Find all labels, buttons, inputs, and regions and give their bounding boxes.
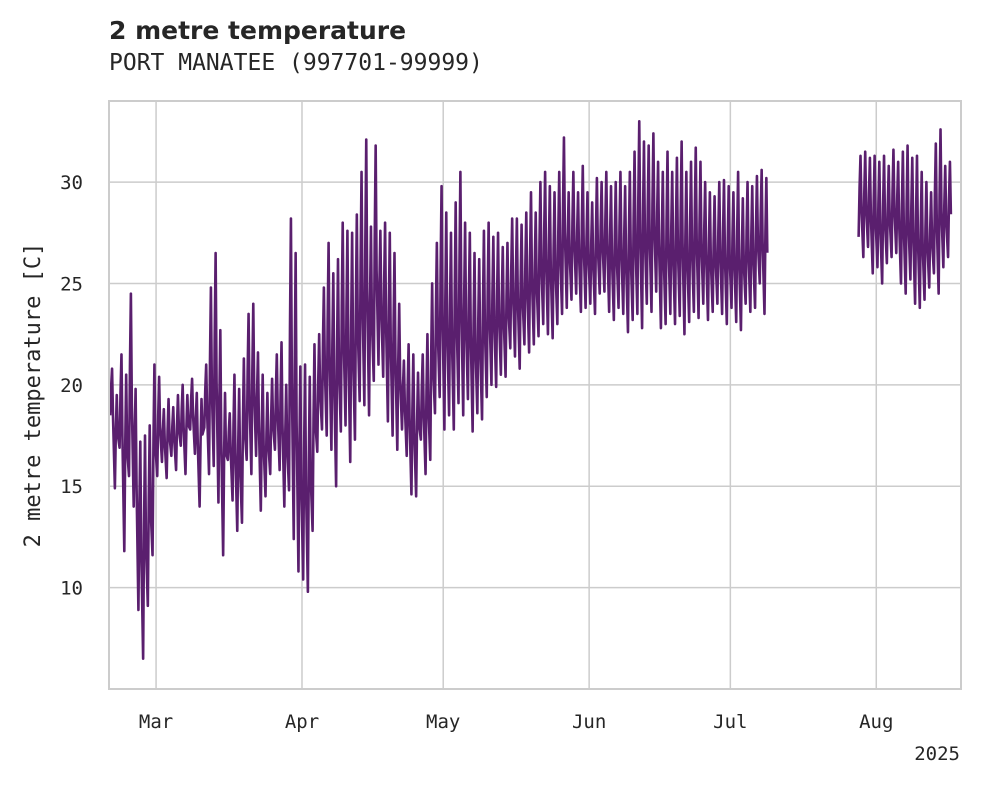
x-tick-label: Jul <box>713 711 747 733</box>
x-tick-label: Apr <box>285 711 319 733</box>
plot-frame <box>108 100 962 690</box>
gridlines <box>109 101 961 689</box>
y-tick-label: 10 <box>60 578 83 600</box>
x-tick-label: May <box>426 711 460 733</box>
chart-subtitle: PORT MANATEE (997701-99999) <box>109 50 483 76</box>
y-axis-ticks: 10 15 20 25 30 <box>60 172 83 600</box>
y-axis-label: 2 metre temperature [C] <box>21 243 46 548</box>
x-tick-label: Aug <box>859 711 893 733</box>
y-tick-label: 15 <box>60 476 83 498</box>
x-tick-label: Mar <box>139 711 173 733</box>
x-axis-ticks: Mar Apr May Jun Jul Aug <box>139 711 894 733</box>
y-tick-label: 30 <box>60 172 83 194</box>
y-tick-label: 25 <box>60 273 83 295</box>
x-axis-year-label: 2025 <box>914 743 960 765</box>
temperature-line-segment <box>857 128 953 310</box>
chart-title: 2 metre temperature <box>109 16 407 45</box>
series-temperature <box>108 119 953 660</box>
y-tick-label: 20 <box>60 375 83 397</box>
x-tick-label: Jun <box>572 711 606 733</box>
temperature-line-segment <box>108 119 769 660</box>
